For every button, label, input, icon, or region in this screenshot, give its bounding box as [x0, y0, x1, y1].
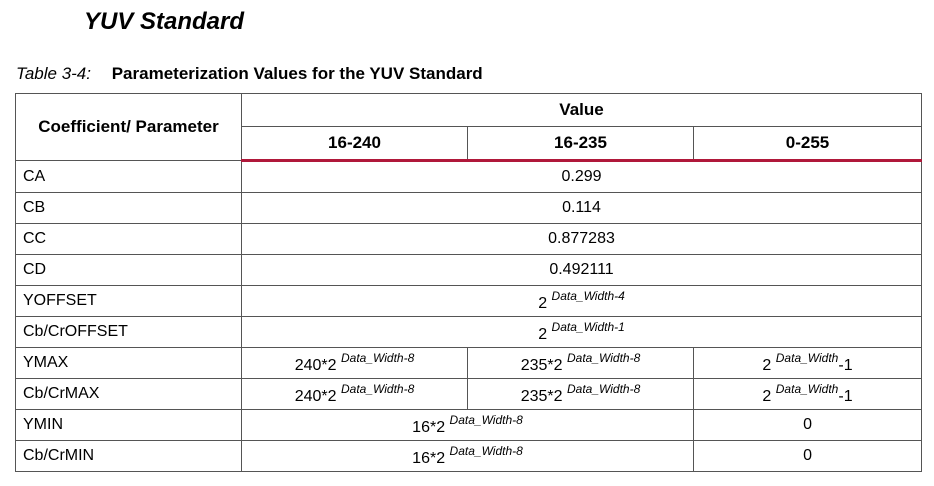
- value-0-255: 2 Data_Width-1: [692, 347, 923, 379]
- value-exponent: Data_Width-8: [449, 444, 523, 458]
- value-base: 240*2: [294, 388, 341, 405]
- table-row: Cb/CrMIN 16*2 Data_Width-8 0: [15, 440, 923, 472]
- row-value: 0.492111: [240, 254, 923, 286]
- table-row: Cb/CrMAX 240*2 Data_Width-8 235*2 Data_W…: [15, 378, 923, 410]
- row-label: Cb/CrMIN: [15, 440, 242, 472]
- table-row: CC 0.877283: [15, 223, 923, 255]
- value-16-240: 240*2 Data_Width-8: [241, 347, 468, 379]
- row-value: 0.299: [240, 160, 923, 193]
- value-exponent: Data_Width-8: [341, 351, 415, 365]
- value-16-235: 235*2 Data_Width-8: [467, 347, 694, 379]
- value-exponent: Data_Width-1: [551, 320, 625, 334]
- table-row: CD 0.492111: [15, 254, 923, 286]
- value-16-240-16-235: 16*2 Data_Width-8: [241, 409, 694, 441]
- row-value: 0.114: [240, 192, 923, 224]
- table-row: YMIN 16*2 Data_Width-8 0: [15, 409, 923, 441]
- value-tail: -1: [838, 388, 853, 405]
- value-base: 235*2: [520, 357, 567, 374]
- row-label: YMAX: [15, 347, 242, 379]
- value-base: 2: [538, 326, 552, 343]
- table-number: Table 3-4:: [16, 64, 91, 83]
- value-base: 2: [538, 295, 552, 312]
- value-0-255: 0: [692, 409, 923, 441]
- table-row: Cb/CrOFFSET 2 Data_Width-1: [15, 316, 923, 348]
- value-exponent: Data_Width-8: [449, 413, 523, 427]
- row-label: YMIN: [15, 409, 242, 441]
- row-label: Cb/CrMAX: [15, 378, 242, 410]
- table-row: YMAX 240*2 Data_Width-8 235*2 Data_Width…: [15, 347, 923, 379]
- section-heading: YUV Standard: [84, 8, 245, 35]
- row-value: 2 Data_Width-4: [240, 285, 923, 317]
- header-row: Coefficient/ Parameter Value: [15, 93, 923, 161]
- value-base: 16*2: [412, 450, 450, 467]
- value-0-255: 0: [692, 440, 923, 472]
- value-exponent: Data_Width-8: [567, 351, 641, 365]
- table-row: CB 0.114: [15, 192, 923, 224]
- row-label: CB: [15, 192, 242, 224]
- table-row: CA 0.299: [15, 160, 923, 193]
- row-value: 2 Data_Width-1: [240, 316, 923, 348]
- value-base: 16*2: [412, 419, 450, 436]
- value-base: 2: [762, 357, 776, 374]
- value-0-255: 2 Data_Width-1: [692, 378, 923, 410]
- param-header: Coefficient/ Parameter: [15, 93, 242, 161]
- table-row: YOFFSET 2 Data_Width-4: [15, 285, 923, 317]
- yuv-parameter-table: Coefficient/ Parameter Value 16-240 16-2…: [15, 93, 923, 472]
- value-exponent: Data_Width: [775, 351, 839, 365]
- value-base: 2: [762, 388, 776, 405]
- range-header-0-255: 0-255: [692, 126, 923, 162]
- value-exponent: Data_Width: [775, 382, 839, 396]
- row-label: CA: [15, 160, 242, 193]
- row-label: CD: [15, 254, 242, 286]
- value-base: 235*2: [520, 388, 567, 405]
- value-16-240-16-235: 16*2 Data_Width-8: [241, 440, 694, 472]
- table-caption: Table 3-4: Parameterization Values for t…: [16, 64, 483, 84]
- row-label: CC: [15, 223, 242, 255]
- value-16-240: 240*2 Data_Width-8: [241, 378, 468, 410]
- value-exponent: Data_Width-8: [567, 382, 641, 396]
- row-value: 0.877283: [240, 223, 923, 255]
- range-header-16-240: 16-240: [241, 126, 468, 162]
- value-tail: -1: [838, 357, 853, 374]
- value-exponent: Data_Width-8: [341, 382, 415, 396]
- range-header-row: 16-240 16-235 0-255: [16, 126, 923, 162]
- row-label: Cb/CrOFFSET: [15, 316, 242, 348]
- value-header: Value: [240, 93, 923, 127]
- value-16-235: 235*2 Data_Width-8: [467, 378, 694, 410]
- range-header-16-235: 16-235: [467, 126, 694, 162]
- row-label: YOFFSET: [15, 285, 242, 317]
- value-exponent: Data_Width-4: [551, 289, 625, 303]
- table-title: Parameterization Values for the YUV Stan…: [111, 64, 483, 83]
- value-base: 240*2: [294, 357, 341, 374]
